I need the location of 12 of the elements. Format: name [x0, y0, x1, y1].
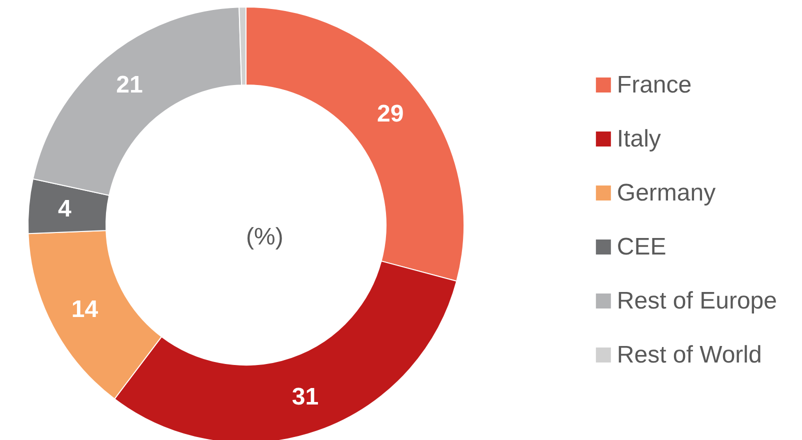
- data-label: 31: [292, 384, 319, 411]
- data-label: 21: [116, 72, 143, 99]
- legend-label: CEE: [616, 234, 666, 260]
- text: (%): [246, 224, 284, 250]
- legend-label: France: [616, 72, 692, 98]
- legend-label: Germany: [616, 180, 716, 206]
- legend-label: Italy: [616, 126, 661, 152]
- data-label: 29: [376, 100, 404, 128]
- data-label: 4: [58, 196, 72, 223]
- legend-label: Rest of Europe: [616, 288, 778, 314]
- data-label: 14: [71, 296, 99, 323]
- legend-label: Rest of World: [616, 342, 762, 368]
